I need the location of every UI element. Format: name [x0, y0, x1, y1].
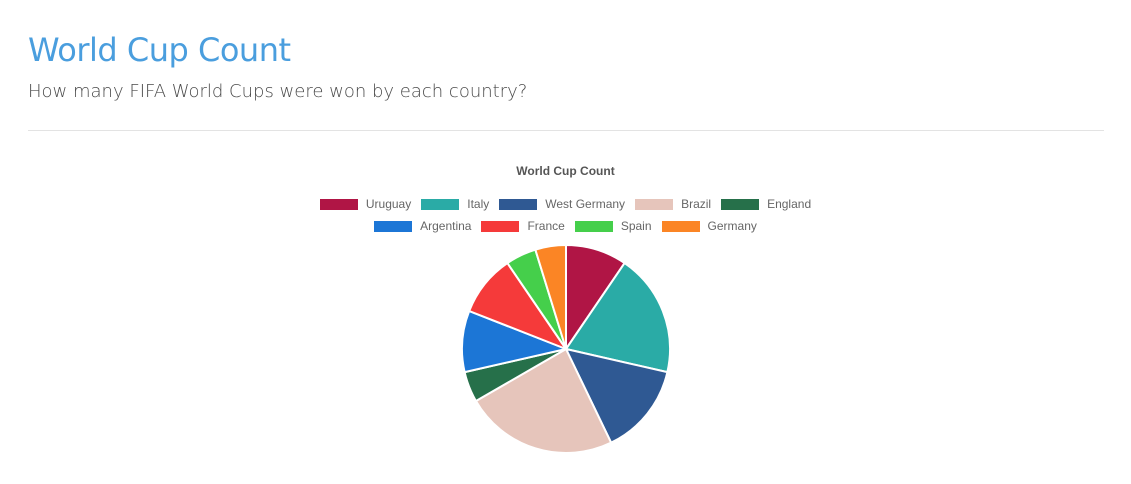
chart-legend-row: Argentina France Spain Germany	[0, 219, 1131, 233]
page-title: World Cup Count	[28, 31, 291, 69]
legend-swatch	[574, 220, 613, 232]
legend-label: Spain	[620, 219, 652, 233]
legend-item[interactable]: Italy	[421, 197, 489, 211]
legend-label: Brazil	[681, 197, 712, 211]
legend-swatch	[421, 198, 460, 210]
legend-swatch	[481, 220, 520, 232]
pie-slice-west-germany[interactable]	[564, 347, 669, 445]
legend-swatch	[721, 198, 760, 210]
legend-label: Italy	[467, 197, 490, 211]
legend-label: Argentina	[420, 219, 472, 233]
pie-slice-brazil[interactable]	[474, 347, 613, 454]
legend-label: England	[767, 197, 812, 211]
legend-swatch	[374, 220, 413, 232]
legend-label: France	[527, 219, 565, 233]
pie-slice-germany[interactable]	[534, 243, 567, 350]
legend-swatch	[319, 198, 358, 210]
legend-swatch	[635, 198, 674, 210]
legend-item[interactable]: Germany	[661, 219, 757, 233]
legend-item[interactable]: Brazil	[635, 197, 711, 211]
page-subtitle: How many FIFA World Cups were won by eac…	[28, 81, 528, 102]
legend-swatch	[499, 198, 538, 210]
legend-label: West Germany	[545, 197, 626, 211]
legend-item[interactable]: England	[721, 197, 811, 211]
legend-item[interactable]: Uruguay	[319, 197, 412, 211]
pie-slice-italy[interactable]	[564, 261, 671, 374]
legend-label: Germany	[707, 219, 757, 233]
legend-item[interactable]: Spain	[574, 219, 652, 233]
legend-item[interactable]: France	[481, 219, 565, 233]
legend-item[interactable]: Argentina	[374, 219, 471, 233]
chart-legend-row: Uruguay Italy West Germany Brazil England	[0, 197, 1131, 211]
legend-swatch	[661, 220, 700, 232]
pie-chart	[461, 243, 671, 454]
legend-label: Uruguay	[365, 197, 412, 211]
divider	[28, 130, 1104, 131]
page-header: World Cup Count How many FIFA World Cups…	[28, 30, 1104, 104]
chart-title: World Cup Count	[516, 164, 615, 178]
legend-item[interactable]: West Germany	[499, 197, 625, 211]
